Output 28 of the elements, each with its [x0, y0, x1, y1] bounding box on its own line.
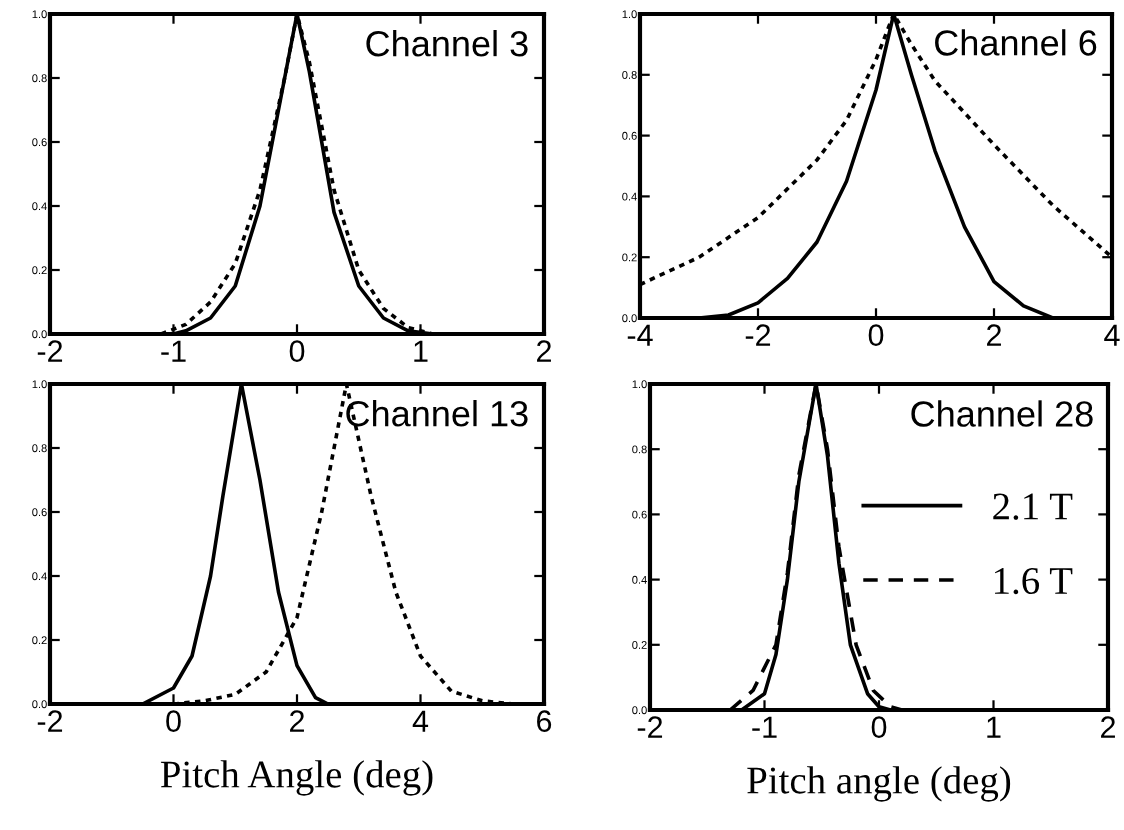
x-tick-label: 1 — [414, 340, 428, 362]
x-tick-label: 2 — [537, 340, 551, 362]
x-tick-label: 2 — [987, 324, 1001, 346]
x-tick-label: -1 — [752, 716, 777, 738]
annotation: Channel 3 — [366, 30, 528, 57]
x-tick-label: -2 — [745, 324, 771, 346]
x-tick-label: -2 — [37, 710, 63, 732]
x-tick-label: 1 — [987, 716, 1001, 738]
x-tick-label: -2 — [37, 340, 63, 362]
x-tick-label: 2 — [1101, 716, 1115, 738]
x-tick-label: -2 — [637, 716, 663, 738]
x-tick-label: -4 — [627, 324, 653, 346]
legend-label: 2.1 T — [993, 493, 1073, 520]
annotation: Channel 6 — [935, 29, 1097, 56]
x-tick-label: 4 — [412, 710, 429, 732]
x-tick-label: 2 — [290, 710, 304, 732]
x-tick-label: 0 — [871, 716, 887, 738]
x-tick-label: 6 — [537, 710, 552, 732]
x-axis-title: Pitch angle (deg) — [747, 766, 1011, 802]
x-tick-label: 0 — [289, 340, 305, 362]
x-tick-label: 0 — [166, 710, 181, 732]
x-tick-label: 0 — [868, 324, 884, 346]
x-axis-title: Pitch Angle (deg) — [160, 760, 433, 796]
annotation: Channel 13 — [346, 400, 528, 427]
annotation: Channel 28 — [911, 400, 1093, 427]
x-tick-label: -1 — [161, 340, 186, 362]
legend-label: 1.6 T — [995, 567, 1073, 595]
x-tick-label: 4 — [1104, 324, 1120, 346]
